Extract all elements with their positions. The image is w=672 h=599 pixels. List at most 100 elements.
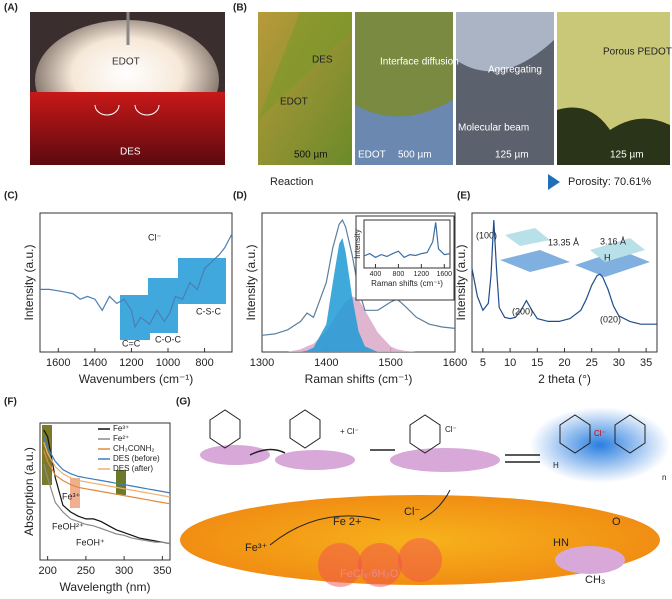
annotation: (200) [512,306,533,316]
photo-text: Aggregating [488,65,542,76]
x-axis-label: Raman shifts (cm⁻¹) [305,372,413,386]
photo-text: DES [312,55,333,66]
texts: (A) (B) (C) (D) (E) (F) (G) EDOT DES DES… [4,3,672,586]
legend-label: Fe³⁺ [113,424,129,433]
y-axis-label: Intensity (a.u.) [22,244,36,320]
axis-start: Reaction [270,176,313,188]
x-tick-label: 300 [115,565,133,577]
x-tick-label: 15 [531,357,543,369]
legend-label: CH₃CONH₂ [113,444,154,453]
y-axis-label: Intensity (a.u.) [454,244,468,320]
panel-label: (C) [4,191,18,202]
scheme-text: CH₃ [585,574,605,586]
x-tick-label: 1000 [156,357,180,369]
scheme-text: FeCl₃·6H₂O [340,568,399,580]
annotation: C-S-C [196,306,221,316]
plot-frame [39,422,171,561]
y-axis-label: Intensity [353,229,362,259]
x-tick-label: 1600 [46,357,70,369]
axis-end: Porosity: 70.61% [568,176,651,188]
f-bands [42,425,126,508]
c-bands [120,258,226,340]
scheme-text: Cl⁻ [594,429,606,438]
photo-text: Porous PEDOT [603,47,672,58]
panel-b-photos [258,12,670,190]
scheme-text: Fe³⁺ [245,542,268,554]
line [43,442,171,498]
inset-bg [355,215,455,301]
annotation: Cl⁻ [148,232,161,242]
panel-label: (E) [457,191,470,202]
line [363,222,451,259]
photo-text: DES [120,147,141,158]
annotation: 3.16 Å [600,236,626,246]
x-axis-label: Wavenumbers (cm⁻¹) [79,372,194,386]
x-tick-label: 1600 [436,271,452,278]
line [471,219,657,325]
x-tick-label: 800 [195,357,213,369]
photo-text: EDOT [112,57,140,68]
plot-frame [39,212,233,353]
scale-bar: 125 µm [610,150,644,161]
x-tick-label: 400 [370,271,382,278]
y-axis-label: Intensity (a.u.) [244,244,258,320]
plot-frame [363,219,451,269]
line [43,463,171,545]
x-tick-label: 1400 [83,357,107,369]
line [261,218,456,336]
scheme-text: HN [553,537,569,549]
scheme-text: n [662,473,666,482]
panel-label: (A) [4,3,18,14]
x-tick-label: 35 [640,357,652,369]
x-tick-label: 20 [558,357,570,369]
scheme-text: + Cl⁻ [340,427,359,436]
x-tick-label: 1200 [414,271,430,278]
annotation: FeOH²⁺ [52,521,84,531]
x-tick-label: 5 [480,357,486,369]
line [43,429,171,545]
scale-bar: 500 µm [398,150,432,161]
x-tick-label: 200 [38,565,56,577]
scale-bar: 500 µm [294,150,328,161]
annotation: (100) [476,230,497,240]
photo-text: EDOT [280,97,308,108]
x-tick-label: 350 [153,565,171,577]
legend-label: DES (before) [113,454,160,463]
line [43,436,171,494]
scheme-text: Fe 2+ [333,516,361,528]
annotation: FeOH⁺ [76,537,105,547]
scheme-text: H [553,461,559,470]
annotation: Fe³⁺ [62,491,81,501]
scheme-text: Cl⁻ [404,506,420,518]
x-tick-label: 800 [393,271,405,278]
x-tick-label: 1600 [443,357,467,369]
panel-label: (F) [4,397,17,408]
photo-text: EDOT [358,150,386,161]
annotation: C=C [122,338,141,348]
panel-label: (B) [233,3,247,14]
annotation: C-O-C [155,334,181,344]
annotation: (020) [600,314,621,324]
annotation: H [604,252,611,262]
x-tick-label: 1200 [119,357,143,369]
scale-bar: 125 µm [495,150,529,161]
annotation: 13.35 Å [548,237,579,247]
line [40,233,233,329]
panel-label: (D) [233,191,247,202]
e-insets [500,228,650,277]
x-axis-label: Wavelength (nm) [60,580,151,594]
panel-label: (G) [176,397,190,408]
x-tick-label: 1300 [250,357,274,369]
photo-text: Interface diffusion [380,57,459,68]
panel-a-photo [30,12,225,165]
legend-label: Fe²⁺ [113,434,129,443]
scheme [180,407,670,587]
x-tick-label: 10 [504,357,516,369]
plot-frame [471,212,658,353]
legend-label: DES (after) [113,464,153,473]
x-tick-label: 1400 [314,357,338,369]
x-axis-label: 2 theta (°) [538,372,591,386]
line [43,450,171,505]
x-tick-label: 25 [586,357,598,369]
